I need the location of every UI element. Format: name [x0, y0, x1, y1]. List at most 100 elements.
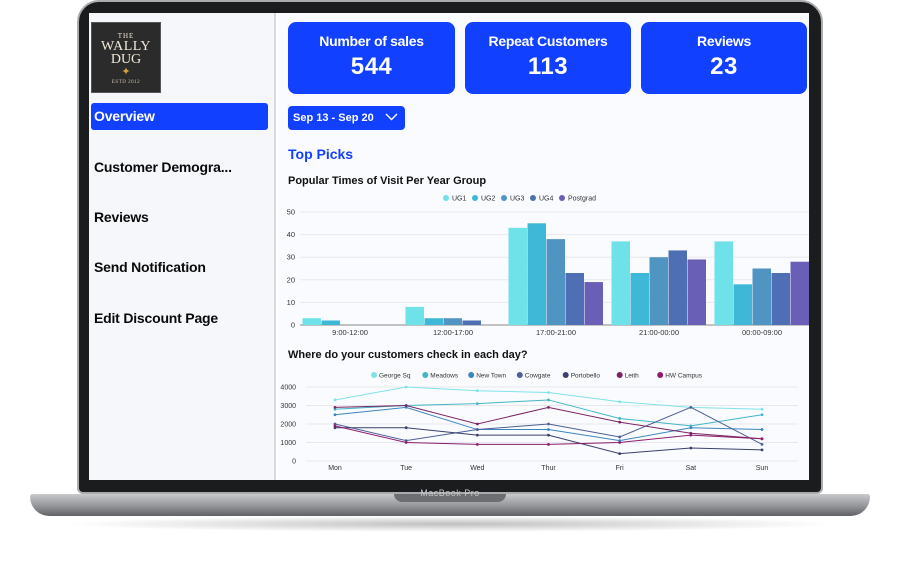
- stat-value: 113: [527, 53, 569, 80]
- y-tick-label: 50: [287, 208, 295, 217]
- data-point: [475, 428, 479, 431]
- date-range-dropdown[interactable]: Sep 13 - Sep 20: [288, 106, 405, 130]
- data-point: [618, 400, 622, 404]
- bar-chart-title: Popular Times of Visit Per Year Group: [288, 175, 487, 187]
- y-tick-label: 4000: [280, 385, 296, 392]
- y-tick-label: 0: [291, 321, 295, 330]
- sidebar-item-overview[interactable]: Overview: [91, 103, 268, 130]
- x-tick-label: 21:00-00:00: [639, 328, 679, 337]
- legend-swatch: [371, 372, 377, 378]
- bar: [687, 259, 706, 325]
- data-point: [333, 405, 337, 409]
- bar: [584, 282, 603, 325]
- data-point: [689, 426, 693, 430]
- data-point: [760, 428, 764, 431]
- legend-swatch: [616, 372, 623, 378]
- data-point: [618, 435, 622, 439]
- chevron-down-icon: [385, 113, 398, 121]
- bar: [302, 318, 321, 325]
- legend-item: Leith: [616, 372, 639, 380]
- sidebar-item-edit-discount-page[interactable]: Edit Discount Page: [94, 310, 218, 326]
- x-tick-label: Mon: [328, 465, 342, 472]
- legend-label: Portobello: [571, 373, 601, 380]
- bar: [321, 320, 340, 325]
- stat-value: 544: [350, 53, 393, 80]
- y-tick-label: 40: [287, 230, 295, 239]
- bar: [790, 261, 809, 325]
- data-point: [475, 433, 479, 437]
- line-chart: George Sq Meadows New Town Cowgate Portobell…: [280, 372, 798, 472]
- laptop-notch: [394, 494, 506, 502]
- data-point: [760, 442, 764, 446]
- legend-swatch: [516, 372, 523, 378]
- sidebar-item-customer-demographics[interactable]: Customer Demogra...: [94, 159, 232, 175]
- sidebar: THE WALLY DUG ✦ ESTD 2012 Overview Custo…: [89, 13, 276, 480]
- bar: [771, 273, 790, 325]
- legend-label: UG2: [481, 196, 496, 203]
- data-point: [547, 442, 550, 446]
- device-label: MacBook Pro: [420, 488, 480, 498]
- data-point: [404, 441, 408, 444]
- app-screen: THE WALLY DUG ✦ ESTD 2012 Overview Custo…: [89, 13, 809, 480]
- data-point: [760, 407, 764, 411]
- x-tick-label: Thur: [541, 465, 556, 472]
- legend-label: Postgrad: [568, 196, 596, 203]
- legend-item: UG1: [443, 195, 467, 203]
- stat-card-repeat-customers[interactable]: Repeat Customers 113: [465, 22, 631, 94]
- logo-line3: DUG: [110, 52, 142, 67]
- data-point: [475, 422, 479, 426]
- data-point: [547, 398, 550, 402]
- bar: [733, 284, 752, 325]
- logo-line2: WALLY: [100, 39, 152, 54]
- legend-item: UG2: [472, 195, 496, 203]
- date-range-label: Sep 13 - Sep 20: [293, 112, 374, 124]
- legend-item: New Town: [468, 372, 506, 380]
- legend-label: HW Campus: [665, 373, 703, 380]
- data-point: [404, 385, 408, 389]
- bar: [527, 223, 546, 325]
- legend-swatch: [468, 372, 475, 378]
- laptop-base: [30, 494, 870, 516]
- section-title: Top Picks: [288, 146, 354, 162]
- stat-label: Reviews: [697, 33, 751, 49]
- stat-card-sales[interactable]: Number of sales 544: [288, 22, 455, 94]
- series-line: [334, 406, 763, 445]
- y-tick-label: 20: [287, 275, 295, 284]
- legend-swatch: [422, 372, 429, 378]
- logo-line1: THE: [117, 32, 135, 40]
- data-point: [618, 417, 622, 420]
- x-tick-label: Sat: [686, 465, 697, 472]
- data-point: [333, 424, 337, 428]
- data-point: [475, 402, 479, 406]
- sidebar-item-send-notification[interactable]: Send Notification: [94, 259, 206, 275]
- data-point: [333, 413, 337, 417]
- legend-label: UG3: [510, 196, 525, 203]
- legend-item: UG3: [501, 195, 525, 203]
- x-tick-label: Tue: [400, 465, 412, 472]
- bar: [630, 273, 649, 325]
- x-tick-label: Sun: [756, 465, 769, 472]
- bar: [508, 227, 527, 325]
- logo-line4: ESTD 2012: [111, 80, 141, 85]
- stat-card-reviews[interactable]: Reviews 23: [641, 22, 807, 94]
- x-tick-label: 00:00-09:00: [742, 328, 782, 337]
- line-chart-title: Where do your customers check in each da…: [288, 349, 528, 361]
- data-point: [689, 433, 693, 437]
- data-point: [475, 389, 479, 393]
- brand-logo[interactable]: THE WALLY DUG ✦ ESTD 2012: [91, 22, 161, 93]
- sidebar-item-reviews[interactable]: Reviews: [94, 209, 149, 225]
- legend-item: HW Campus: [657, 372, 703, 380]
- legend-item: Cowgate: [516, 372, 551, 380]
- bar: [462, 320, 481, 325]
- x-tick-label: 17:00-21:00: [536, 328, 576, 337]
- data-point: [547, 422, 550, 426]
- legend-item: George Sq: [371, 372, 411, 380]
- y-tick-label: 2000: [280, 422, 296, 429]
- legend-label: New Town: [476, 373, 506, 380]
- data-point: [547, 405, 550, 409]
- bar: [611, 241, 630, 325]
- legend-label: Cowgate: [525, 373, 551, 380]
- legend-label: George Sq: [379, 373, 411, 380]
- legend-label: UG1: [452, 196, 467, 203]
- bar: [668, 250, 687, 325]
